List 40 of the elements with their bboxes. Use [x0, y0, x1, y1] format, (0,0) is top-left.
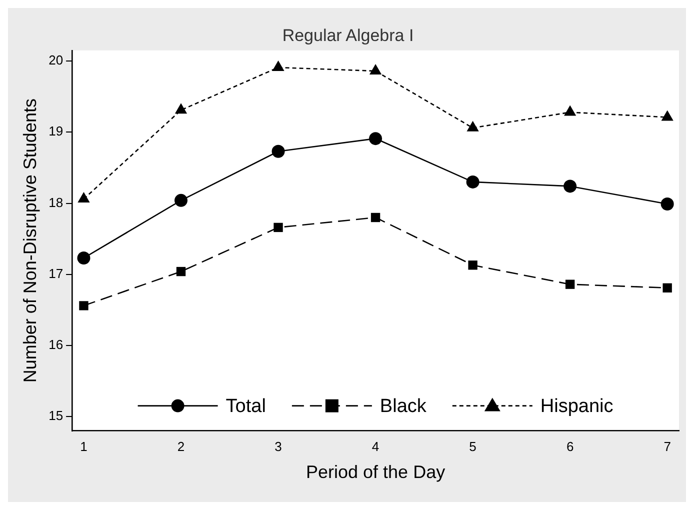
point — [369, 132, 382, 146]
y-tick-label: 20 — [48, 52, 64, 68]
point — [564, 105, 576, 116]
point — [78, 192, 90, 203]
point — [466, 120, 479, 132]
x-tick-label: 7 — [664, 439, 671, 454]
y-axis-title: Number of Non-Disruptive Students — [20, 98, 40, 383]
legend-label: Hispanic — [540, 396, 614, 418]
x-axis-title: Period of the Day — [306, 462, 446, 482]
point — [564, 180, 577, 193]
x-tick-label: 3 — [274, 439, 282, 454]
y-tick-label: 17 — [48, 266, 64, 281]
point — [370, 212, 380, 222]
x-tick-label: 4 — [372, 439, 380, 454]
point — [661, 110, 674, 121]
y-tick-label: 19 — [48, 124, 64, 139]
point — [174, 103, 188, 114]
y-tick-label: 15 — [48, 408, 64, 424]
point — [174, 194, 188, 207]
point — [77, 252, 90, 265]
legend-label: Black — [380, 396, 427, 418]
x-tick-label: 2 — [177, 439, 185, 454]
x-tick-label: 5 — [469, 439, 476, 454]
point — [565, 280, 575, 289]
point — [272, 60, 284, 71]
legend-label: Total — [226, 396, 266, 418]
y-tick-label: 18 — [48, 194, 64, 210]
point — [369, 64, 382, 75]
chart-title: Regular Algebra I — [282, 26, 414, 45]
point — [466, 175, 480, 188]
x-tick-label: 1 — [80, 439, 88, 454]
point — [176, 266, 186, 276]
point — [274, 222, 283, 232]
point — [272, 144, 285, 158]
point — [662, 283, 672, 292]
point — [468, 260, 478, 270]
y-tick-label: 16 — [48, 337, 64, 352]
point — [660, 197, 674, 210]
point — [79, 301, 88, 310]
x-tick-label: 6 — [566, 439, 574, 454]
